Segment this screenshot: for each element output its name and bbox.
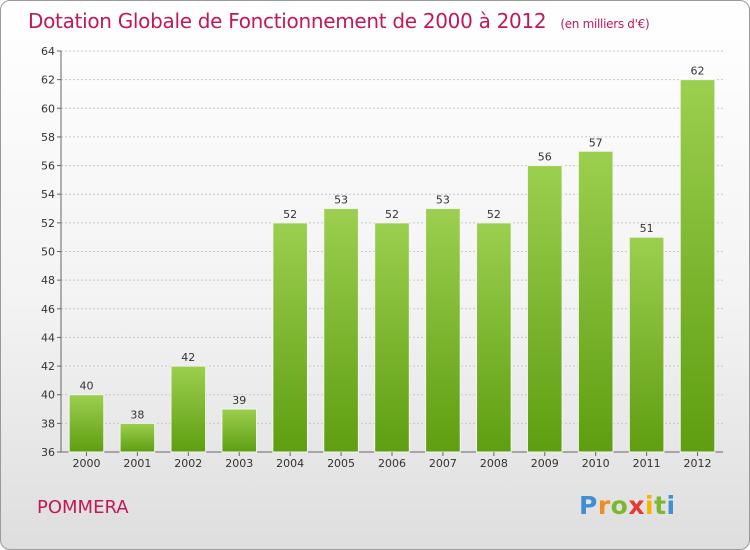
x-tick-label: 2011: [633, 457, 661, 470]
y-tick-label: 46: [41, 303, 55, 316]
data-label: 53: [436, 194, 450, 207]
x-tick-label: 2003: [225, 457, 253, 470]
y-tick-label: 36: [41, 446, 55, 459]
data-label: 62: [691, 65, 705, 78]
data-label: 52: [283, 208, 297, 221]
bar: [526, 165, 563, 453]
y-tick-label: 56: [41, 160, 55, 173]
bar: [577, 150, 614, 453]
y-tick-label: 58: [41, 131, 55, 144]
y-tick-label: 60: [41, 102, 55, 115]
logo-letter: i: [666, 491, 676, 520]
data-label: 42: [181, 351, 195, 364]
x-tick-label: 2000: [72, 457, 100, 470]
data-label: 56: [538, 151, 552, 164]
y-tick-label: 38: [41, 417, 55, 430]
x-tick-label: 2009: [531, 457, 559, 470]
bar: [476, 222, 512, 453]
y-tick-label: 40: [41, 389, 55, 402]
y-tick-label: 48: [41, 274, 55, 287]
bar: [628, 236, 665, 453]
y-tick-label: 54: [41, 188, 55, 201]
y-tick-label: 50: [41, 246, 55, 259]
proxiti-logo: Proxiti: [579, 491, 676, 520]
y-tick-label: 62: [41, 74, 55, 87]
bar: [323, 208, 359, 453]
x-tick-label: 2007: [429, 457, 457, 470]
bar: [374, 222, 410, 453]
bar: [170, 365, 207, 453]
chart-title: Dotation Globale de Fonctionnement de 20…: [28, 9, 650, 33]
logo-letter: t: [654, 491, 667, 520]
y-tick-label: 44: [41, 331, 55, 344]
logo-letter: i: [645, 491, 655, 520]
y-tick-label: 52: [41, 217, 55, 230]
logo-letter: P: [579, 491, 598, 520]
data-label: 53: [334, 194, 348, 207]
x-tick-label: 2006: [378, 457, 406, 470]
data-label: 52: [385, 208, 399, 221]
x-tick-label: 2001: [123, 457, 151, 470]
x-tick-label: 2010: [582, 457, 610, 470]
x-tick-label: 2004: [276, 457, 304, 470]
bar: [68, 394, 105, 453]
data-label: 39: [232, 394, 246, 407]
bar: [272, 222, 308, 453]
chart-title-text: Dotation Globale de Fonctionnement de 20…: [28, 9, 547, 33]
data-label: 52: [487, 208, 501, 221]
y-tick-label: 42: [41, 360, 55, 373]
x-tick-label: 2005: [327, 457, 355, 470]
bar: [425, 208, 461, 453]
bar: [221, 408, 258, 453]
logo-letter: o: [610, 491, 629, 520]
y-tick-label: 64: [41, 45, 55, 58]
bar: [119, 422, 156, 453]
logo-letter: x: [628, 491, 645, 520]
data-label: 38: [130, 408, 144, 421]
commune-name: POMMERA: [37, 497, 129, 518]
chart-subtitle: (en milliers d'€): [560, 17, 650, 31]
x-tick-label: 2002: [174, 457, 202, 470]
x-tick-label: 2012: [684, 457, 712, 470]
data-label: 40: [79, 380, 93, 393]
data-label: 57: [589, 136, 603, 149]
x-tick-label: 2008: [480, 457, 508, 470]
logo-letter: r: [597, 491, 611, 520]
data-label: 51: [640, 222, 654, 235]
bar: [679, 79, 716, 453]
